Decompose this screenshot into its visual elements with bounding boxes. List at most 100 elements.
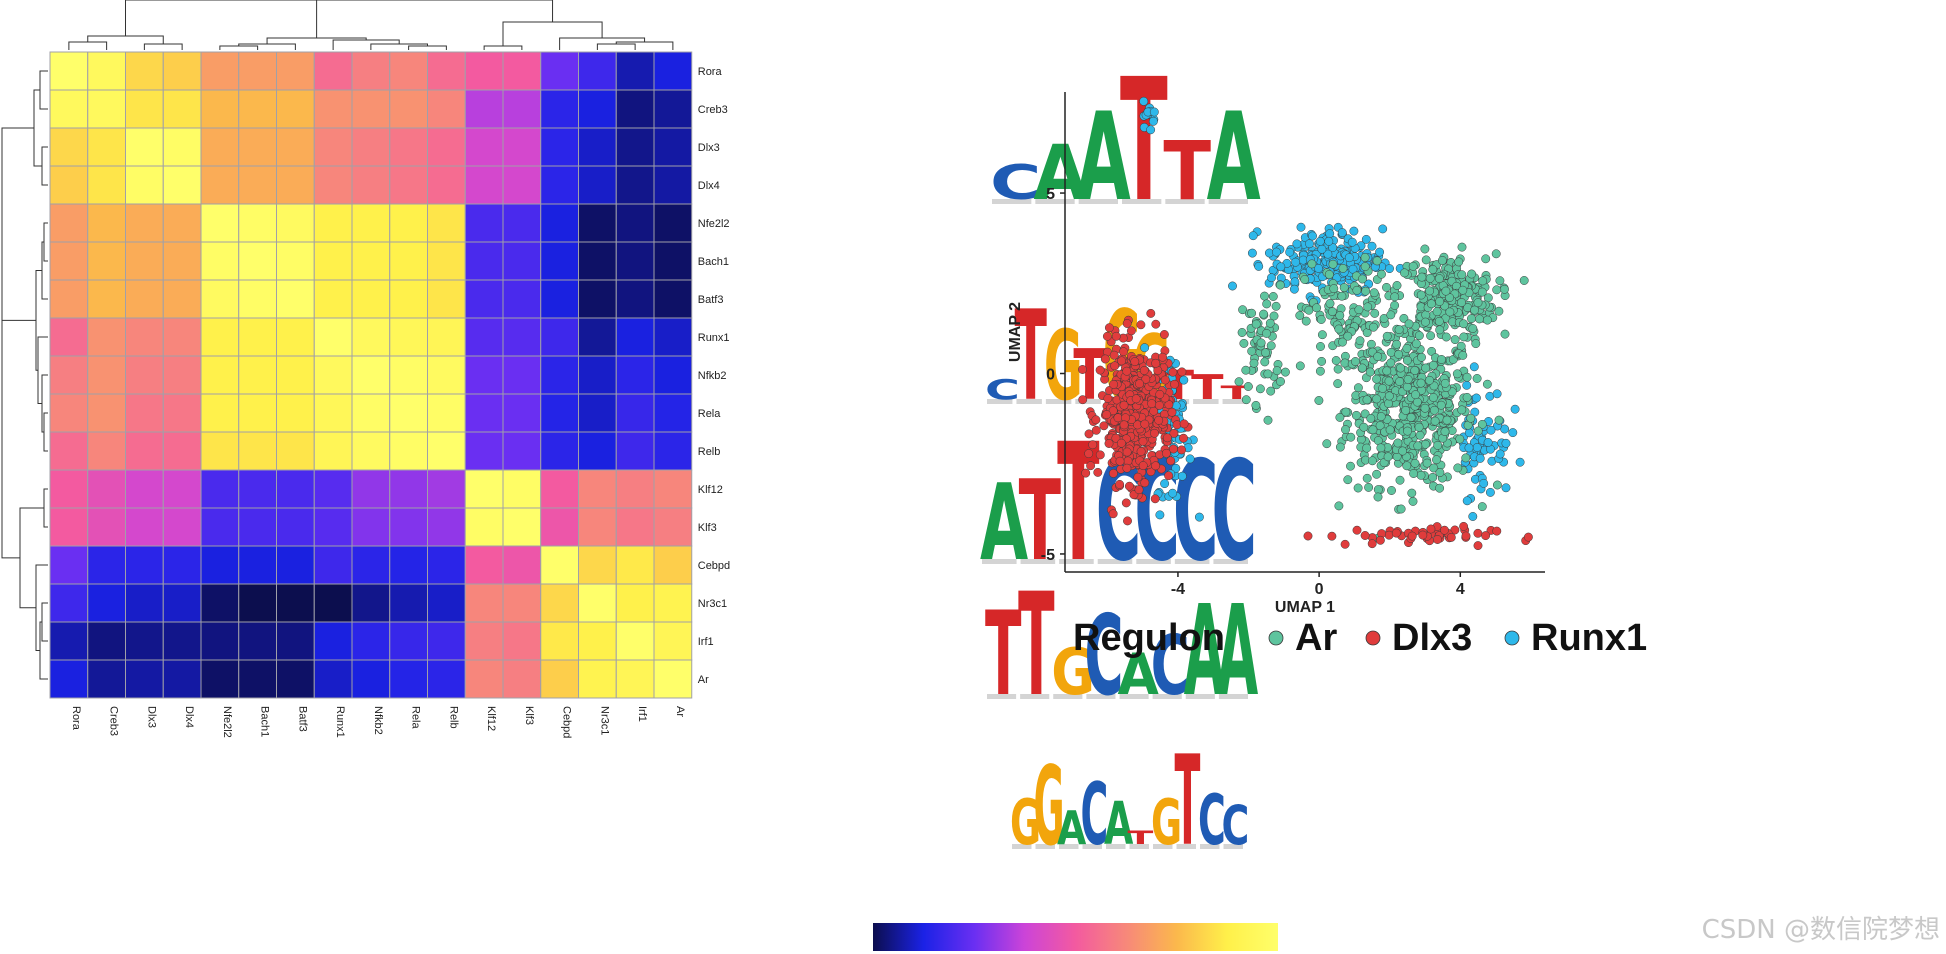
heatmap-cell: [313, 51, 353, 91]
heatmap-cell: [502, 583, 542, 623]
dendrogram-branch: [221, 0, 554, 22]
motif-residual: [1053, 694, 1083, 699]
scatter-point-ar: [1474, 314, 1484, 324]
scatter-point-dlx3: [1461, 531, 1471, 541]
scatter-point-dlx3: [1150, 494, 1160, 504]
legend-item-runx1: Runx1: [1504, 617, 1647, 659]
heatmap-cell: [615, 165, 655, 205]
motif-letter: C: [1211, 433, 1257, 593]
scatter-point-ar: [1459, 332, 1469, 342]
scatter-point-ar: [1395, 377, 1405, 387]
correlation-heatmap: Rora Creb3 Dlx3 Dlx4 Nfe2l2 Bach1 Batf3 Runx1 Nf…: [49, 51, 730, 738]
scatter-point-dlx3: [1426, 524, 1436, 534]
scatter-point-ar: [1262, 328, 1271, 338]
motif-residual: [1193, 399, 1219, 404]
scatter-point-ar: [1354, 305, 1364, 315]
heatmap-cell: [276, 241, 315, 281]
scatter-point-ar: [1312, 303, 1322, 313]
scatter-point-runx1: [1160, 479, 1170, 489]
scatter-point-ar: [1500, 284, 1509, 294]
scatter-point-ar: [1390, 292, 1400, 302]
heatmap-cell: [502, 203, 542, 243]
heatmap-cell: [540, 583, 579, 623]
dendrogram-branch: [41, 241, 48, 300]
heatmap-cell: [464, 127, 504, 167]
heatmap-cell: [615, 583, 655, 623]
scatter-point-dlx3: [1111, 331, 1121, 341]
heatmap-cell: [540, 241, 579, 281]
heatmap-cell: [313, 89, 353, 129]
heatmap-cell: [578, 355, 617, 395]
heatmap-cell: [502, 165, 542, 205]
heatmap-cell: [389, 241, 428, 281]
scatter-point-dlx3: [1140, 419, 1150, 429]
heatmap-row-label: Creb3: [698, 104, 728, 116]
heatmap-cell: [238, 203, 277, 243]
motif-residual: [1174, 559, 1210, 564]
heatmap-col-label: Relb: [447, 706, 459, 729]
scatter-point-ar: [1383, 452, 1393, 462]
scatter-point-ar: [1295, 311, 1305, 320]
heatmap-cell: [238, 621, 277, 661]
scatter-point-ar: [1500, 329, 1510, 339]
heatmap-cell: [502, 545, 542, 585]
scatter-point-dlx3: [1159, 330, 1169, 339]
scatter-point-ar: [1271, 301, 1281, 311]
scatter-point-ar: [1357, 274, 1367, 284]
heatmap-cell: [540, 89, 579, 129]
scatter-point-ar: [1416, 378, 1426, 388]
heatmap-cell: [200, 203, 240, 243]
heatmap-cell: [49, 165, 89, 205]
heatmap-cell: [464, 393, 504, 433]
scatter-point-ar: [1432, 307, 1442, 317]
heatmap-cell: [238, 165, 277, 205]
motif-residual: [1136, 559, 1171, 564]
scatter-point-dlx3: [1122, 447, 1132, 457]
heatmap-cell: [615, 431, 655, 471]
scatter-point-ar: [1494, 415, 1504, 425]
scatter-point-ar: [1440, 427, 1450, 437]
heatmap-cell: [87, 317, 126, 357]
scatter-point-dlx3: [1407, 531, 1417, 541]
scatter-point-ar: [1366, 339, 1376, 349]
scatter-point-ar: [1280, 367, 1290, 377]
scatter-point-dlx3: [1111, 433, 1121, 443]
heatmap-cell: [238, 279, 277, 319]
heatmap-cell: [162, 469, 202, 509]
heatmap-row-label: Bach1: [698, 256, 729, 268]
scatter-point-runx1: [1148, 116, 1158, 126]
scatter-point-dlx3: [1179, 419, 1189, 429]
heatmap-cell: [502, 89, 542, 129]
heatmap-cell: [615, 545, 655, 585]
scatter-point-dlx3: [1086, 461, 1096, 471]
heatmap-cell: [578, 317, 617, 357]
motif-letter: T: [1057, 408, 1100, 597]
heatmap-cell: [464, 431, 504, 471]
scatter-point-dlx3: [1110, 361, 1120, 371]
dendrogram-branch: [41, 602, 48, 642]
dendrogram-branch: [238, 43, 296, 50]
legend-swatch: [1268, 630, 1284, 646]
scatter-point-dlx3: [1146, 308, 1156, 318]
heatmap-cell: [87, 469, 126, 509]
scatter-point-ar: [1404, 319, 1414, 329]
dendrogram-branch: [35, 270, 42, 371]
x-tick-label: 4: [1456, 581, 1465, 598]
scatter-point-ar: [1426, 331, 1436, 341]
scatter-point-dlx3: [1108, 406, 1118, 416]
scatter-point-ar: [1317, 330, 1327, 340]
scatter-point-ar: [1376, 412, 1386, 421]
heatmap-cell: [578, 127, 617, 167]
heatmap-cell: [351, 469, 391, 509]
heatmap-cell: [427, 659, 466, 699]
heatmap-cell: [87, 545, 126, 585]
heatmap-cell: [49, 241, 89, 281]
heatmap-col-label: Dlx3: [145, 706, 157, 728]
dendrogram-branch: [596, 43, 636, 50]
heatmap-cell: [578, 545, 617, 585]
scatter-point-ar: [1409, 469, 1419, 478]
scatter-point-ar: [1262, 299, 1272, 309]
heatmap-dendrograms: [1, 0, 674, 680]
motif-residual: [1152, 694, 1182, 699]
